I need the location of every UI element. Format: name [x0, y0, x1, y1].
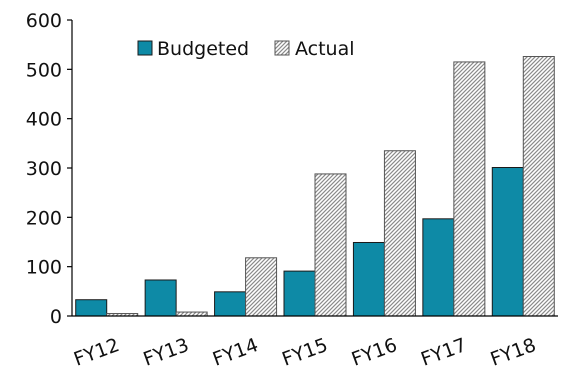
- y-tick-label: 300: [26, 158, 62, 180]
- bar-budgeted-fy14: [214, 291, 247, 317]
- y-tick-label: 600: [26, 10, 62, 32]
- bar-budgeted-fy13: [144, 279, 177, 317]
- y-tick-label: 0: [50, 306, 62, 328]
- x-tick-label: FY16: [349, 334, 400, 371]
- bar-budgeted-fy15: [283, 270, 316, 317]
- legend-swatch-actual: [274, 40, 290, 56]
- bar-actual-fy15: [314, 173, 347, 317]
- bar-actual-fy14: [245, 257, 278, 317]
- y-tick-label: 500: [26, 59, 62, 81]
- bar-actual-fy18: [522, 56, 555, 317]
- bars: [75, 56, 555, 317]
- y-axis: 0 100 200 300 400 500 600: [26, 10, 73, 328]
- x-tick-label: FY12: [71, 334, 122, 371]
- legend: Budgeted Actual: [137, 38, 355, 60]
- x-tick-label: FY17: [418, 334, 469, 371]
- y-tick-label: 400: [26, 109, 62, 131]
- legend-swatch-budgeted: [137, 40, 153, 56]
- y-tick-label: 200: [26, 207, 62, 229]
- x-tick-label: FY18: [488, 334, 539, 371]
- x-axis: FY12 FY13 FY14 FY15 FY16 FY17 FY18: [71, 315, 558, 371]
- bar-budgeted-fy12: [75, 299, 108, 317]
- x-tick-label: FY15: [279, 334, 330, 371]
- bar-budgeted-fy18: [491, 167, 524, 317]
- bar-budgeted-fy16: [352, 241, 385, 317]
- x-tick-label: FY14: [210, 334, 261, 371]
- legend-label-budgeted: Budgeted: [157, 38, 249, 60]
- bar-actual-fy17: [453, 61, 486, 317]
- bar-actual-fy16: [383, 150, 416, 317]
- y-tick-label: 100: [26, 257, 62, 279]
- bar-budgeted-fy17: [422, 218, 455, 317]
- x-tick-label: FY13: [140, 334, 191, 371]
- legend-label-actual: Actual: [295, 38, 355, 60]
